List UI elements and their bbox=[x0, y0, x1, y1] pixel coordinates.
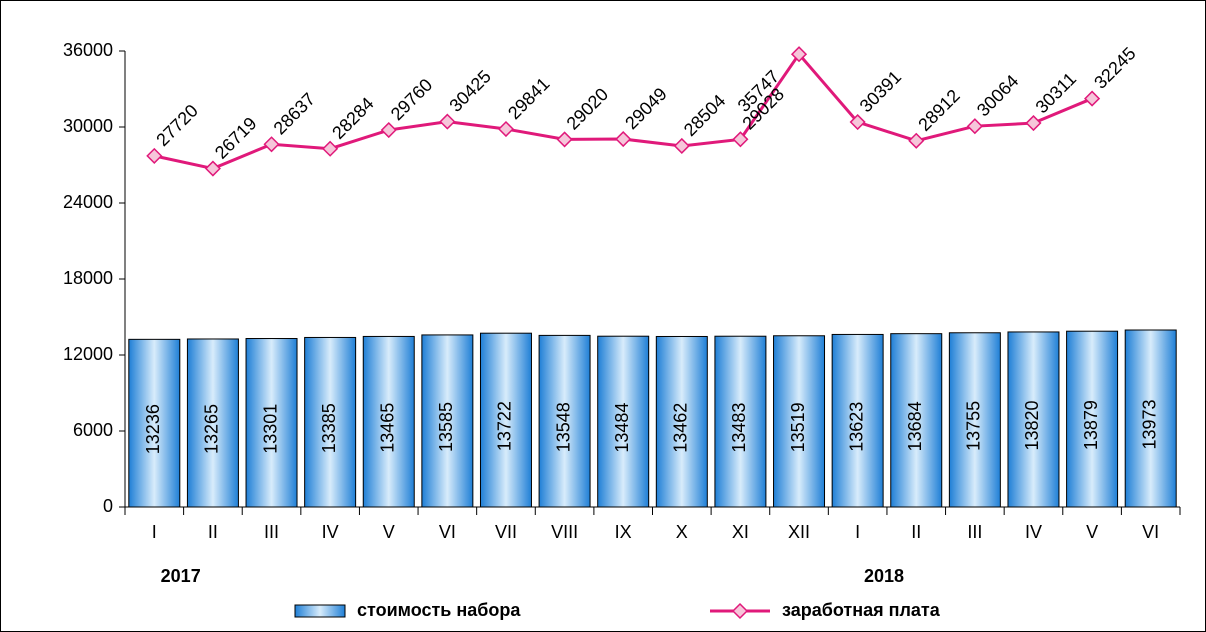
bar-label: 13236 bbox=[143, 404, 163, 454]
legend-label: заработная плата bbox=[782, 600, 941, 620]
y-tick-label: 0 bbox=[103, 496, 113, 516]
marker bbox=[380, 121, 397, 139]
marker bbox=[1025, 115, 1042, 132]
bar bbox=[128, 338, 181, 508]
bar bbox=[890, 333, 943, 508]
x-tick-label: I bbox=[152, 522, 157, 542]
x-tick-label: V bbox=[383, 522, 395, 542]
bar bbox=[773, 335, 826, 508]
bar-label: 13465 bbox=[378, 403, 398, 453]
x-tick-label: VII bbox=[495, 522, 517, 542]
x-tick-label: I bbox=[855, 522, 860, 542]
bar-label: 13265 bbox=[202, 404, 222, 454]
x-tick-label: XI bbox=[732, 522, 749, 542]
marker bbox=[732, 131, 749, 148]
bar-label: 13462 bbox=[671, 403, 691, 453]
bar bbox=[362, 335, 415, 508]
bar-label: 13301 bbox=[260, 404, 280, 454]
bar-label: 13755 bbox=[964, 401, 984, 451]
bar-label: 13484 bbox=[612, 403, 632, 453]
bar bbox=[714, 335, 767, 508]
y-tick-label: 36000 bbox=[63, 40, 113, 60]
group-label: 2018 bbox=[864, 566, 904, 586]
bar bbox=[655, 335, 708, 508]
x-tick-label: II bbox=[208, 522, 218, 542]
bar bbox=[1124, 329, 1177, 508]
bar-label: 13483 bbox=[729, 403, 749, 453]
bar-label: 13519 bbox=[788, 402, 808, 452]
bar bbox=[831, 333, 884, 508]
marker bbox=[556, 131, 573, 148]
y-tick-label: 24000 bbox=[63, 192, 113, 212]
legend-marker bbox=[731, 602, 749, 620]
marker bbox=[849, 113, 866, 131]
y-tick-label: 12000 bbox=[63, 344, 113, 364]
bar bbox=[186, 338, 239, 508]
bar-label: 13879 bbox=[1081, 400, 1101, 450]
bar bbox=[479, 332, 532, 508]
bar bbox=[245, 338, 298, 508]
y-tick-label: 30000 bbox=[63, 116, 113, 136]
x-tick-label: II bbox=[911, 522, 921, 542]
x-tick-label: V bbox=[1086, 522, 1098, 542]
marker bbox=[615, 130, 632, 148]
marker bbox=[908, 132, 925, 149]
bar-label: 13548 bbox=[553, 402, 573, 452]
marker bbox=[322, 140, 339, 157]
bar bbox=[304, 336, 357, 508]
legend-label: стоимость набора bbox=[357, 600, 521, 620]
bar-label: 13684 bbox=[905, 401, 925, 451]
group-label: 2017 bbox=[161, 566, 201, 586]
marker bbox=[497, 120, 515, 138]
x-tick-label: III bbox=[264, 522, 279, 542]
x-tick-label: XII bbox=[788, 522, 810, 542]
marker bbox=[146, 147, 163, 164]
bar bbox=[948, 332, 1001, 508]
x-tick-label: X bbox=[676, 522, 688, 542]
bar-label: 13385 bbox=[319, 403, 339, 453]
y-tick-label: 18000 bbox=[63, 268, 113, 288]
bar-label: 13973 bbox=[1139, 399, 1159, 449]
marker bbox=[204, 160, 221, 177]
x-tick-label: VIII bbox=[551, 522, 578, 542]
marker bbox=[673, 137, 690, 155]
bar bbox=[1066, 330, 1119, 508]
bar bbox=[597, 335, 650, 508]
x-tick-label: IX bbox=[615, 522, 632, 542]
bar bbox=[538, 334, 591, 508]
x-tick-label: VI bbox=[1142, 522, 1159, 542]
x-tick-label: IV bbox=[1025, 522, 1042, 542]
y-tick-label: 6000 bbox=[73, 420, 113, 440]
x-tick-label: VI bbox=[439, 522, 456, 542]
bar-label: 13722 bbox=[495, 401, 515, 451]
bar-label: 13585 bbox=[436, 402, 456, 452]
bar-label: 13820 bbox=[1022, 400, 1042, 450]
marker bbox=[1084, 90, 1101, 107]
bar bbox=[421, 334, 474, 508]
bar-label: 13623 bbox=[846, 402, 866, 452]
marker bbox=[439, 113, 456, 130]
marker bbox=[790, 46, 808, 63]
legend-swatch bbox=[294, 604, 346, 618]
marker bbox=[966, 118, 983, 135]
bar bbox=[1007, 331, 1060, 508]
x-tick-label: III bbox=[967, 522, 982, 542]
marker bbox=[263, 136, 280, 153]
x-tick-label: IV bbox=[322, 522, 339, 542]
